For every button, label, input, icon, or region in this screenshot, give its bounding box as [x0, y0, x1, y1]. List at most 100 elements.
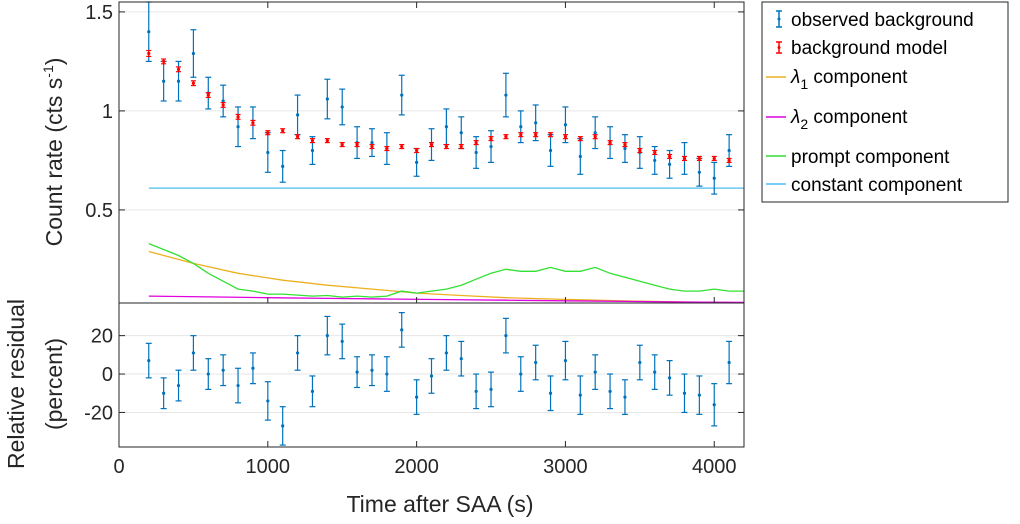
observed-point-6 — [236, 125, 240, 129]
residual-point-25 — [519, 372, 523, 376]
model-point-2 — [176, 67, 181, 71]
observed-point-22 — [474, 150, 478, 155]
x-axis-label: Time after SAA (s) — [346, 491, 533, 517]
legend-observed-marker — [777, 17, 781, 21]
residual-point-24 — [504, 334, 508, 338]
residual-point-3 — [191, 351, 196, 355]
model-point-7 — [251, 121, 255, 125]
residual-point-9 — [281, 424, 285, 428]
legend-label-prompt: prompt component — [791, 147, 950, 168]
bottom-y-tick-label-1: 0 — [102, 364, 113, 386]
residual-point-22 — [474, 389, 478, 393]
observed-point-35 — [667, 162, 672, 166]
legend-lambda2-symbol: λ — [790, 107, 800, 128]
model-point-17 — [400, 144, 404, 149]
bottom-y-axis-label-line2: (percent) — [41, 338, 67, 430]
residual-point-11 — [310, 389, 315, 393]
legend-entry-lambda1: λ1 component — [766, 67, 908, 92]
legend-label-observed: observed background — [791, 10, 974, 31]
residual-point-33 — [638, 360, 642, 365]
observed-point-8 — [266, 150, 270, 155]
model-point-11 — [310, 139, 315, 143]
model-point-28 — [563, 135, 568, 139]
model-point-25 — [519, 133, 523, 137]
x-tick-label-1: 1000 — [246, 456, 291, 478]
observed-point-29 — [578, 154, 582, 159]
model-point-8 — [266, 131, 270, 135]
observed-point-15 — [370, 140, 374, 145]
residual-point-1 — [162, 391, 166, 395]
model-point-21 — [459, 144, 463, 149]
model-point-12 — [325, 139, 329, 143]
residual-point-20 — [444, 351, 448, 355]
observed-point-32 — [623, 146, 627, 151]
model-point-37 — [697, 156, 701, 161]
legend-entry-prompt: prompt component — [766, 147, 950, 168]
top-y-axis-label-main: Count rate (cts s — [41, 78, 67, 247]
legend-label-lambda1: λ1 component — [790, 67, 908, 92]
residual-point-4 — [206, 372, 210, 376]
residual-point-16 — [385, 372, 389, 376]
legend-label-constant: constant component — [791, 175, 963, 196]
x-tick-label-0: 0 — [113, 456, 124, 478]
model-point-35 — [667, 154, 672, 159]
axes-frames — [118, 1, 745, 448]
model-point-4 — [206, 93, 210, 97]
top-y-axis-label-close: ) — [41, 58, 67, 66]
tick-marks — [118, 2, 744, 447]
top-panel-plot — [145, 1, 745, 304]
residual-point-38 — [712, 403, 716, 407]
legend-lambda1-rest: component — [808, 67, 908, 88]
model-point-36 — [682, 156, 687, 161]
model-point-5 — [221, 103, 225, 107]
observed-point-24 — [504, 93, 508, 97]
top-y-tick-label-1: 1 — [102, 101, 113, 123]
model-point-27 — [548, 133, 553, 137]
model-point-26 — [534, 133, 538, 137]
model-point-39 — [727, 158, 731, 163]
residual-point-6 — [236, 383, 240, 388]
observed-point-37 — [697, 170, 701, 174]
legend-label-lambda2: λ2 component — [790, 107, 908, 132]
prompt-component-line — [148, 242, 744, 298]
observed-point-30 — [593, 131, 597, 135]
model-point-10 — [295, 135, 300, 139]
residual-point-26 — [534, 360, 538, 365]
model-point-0 — [147, 51, 151, 56]
model-point-31 — [608, 140, 612, 145]
residual-point-23 — [489, 387, 493, 391]
observed-point-18 — [415, 160, 419, 165]
model-point-22 — [474, 140, 478, 145]
model-point-9 — [281, 129, 285, 133]
observed-point-3 — [191, 51, 196, 56]
residual-point-28 — [563, 359, 568, 363]
observed-point-12 — [325, 97, 329, 101]
model-point-19 — [429, 142, 434, 147]
observed-point-13 — [340, 105, 344, 109]
observed-point-0 — [147, 30, 151, 34]
legend-entry-model: background model — [776, 38, 947, 59]
residual-point-7 — [251, 366, 255, 370]
legend-model-marker — [777, 46, 781, 49]
legend-lambda1-symbol: λ — [790, 67, 800, 88]
observed-point-10 — [295, 113, 300, 117]
legend-lambda2-rest: component — [808, 107, 908, 128]
model-point-16 — [385, 146, 389, 151]
observed-point-11 — [310, 148, 315, 153]
residual-point-12 — [325, 334, 329, 338]
residual-point-31 — [608, 389, 612, 393]
observed-point-5 — [221, 99, 225, 103]
model-point-20 — [444, 144, 448, 149]
observed-point-39 — [727, 148, 731, 153]
residual-point-8 — [266, 399, 270, 403]
residual-point-29 — [578, 393, 582, 397]
bottom-y-axis-label-line1: Relative residual — [3, 299, 29, 469]
model-point-1 — [162, 59, 166, 64]
residual-point-10 — [295, 351, 300, 355]
observed-point-21 — [459, 131, 463, 135]
model-point-15 — [370, 144, 374, 149]
residual-point-17 — [400, 328, 404, 332]
top-panel-gridlines — [119, 11, 744, 211]
top-y-tick-label-0: 0.5 — [85, 200, 113, 222]
